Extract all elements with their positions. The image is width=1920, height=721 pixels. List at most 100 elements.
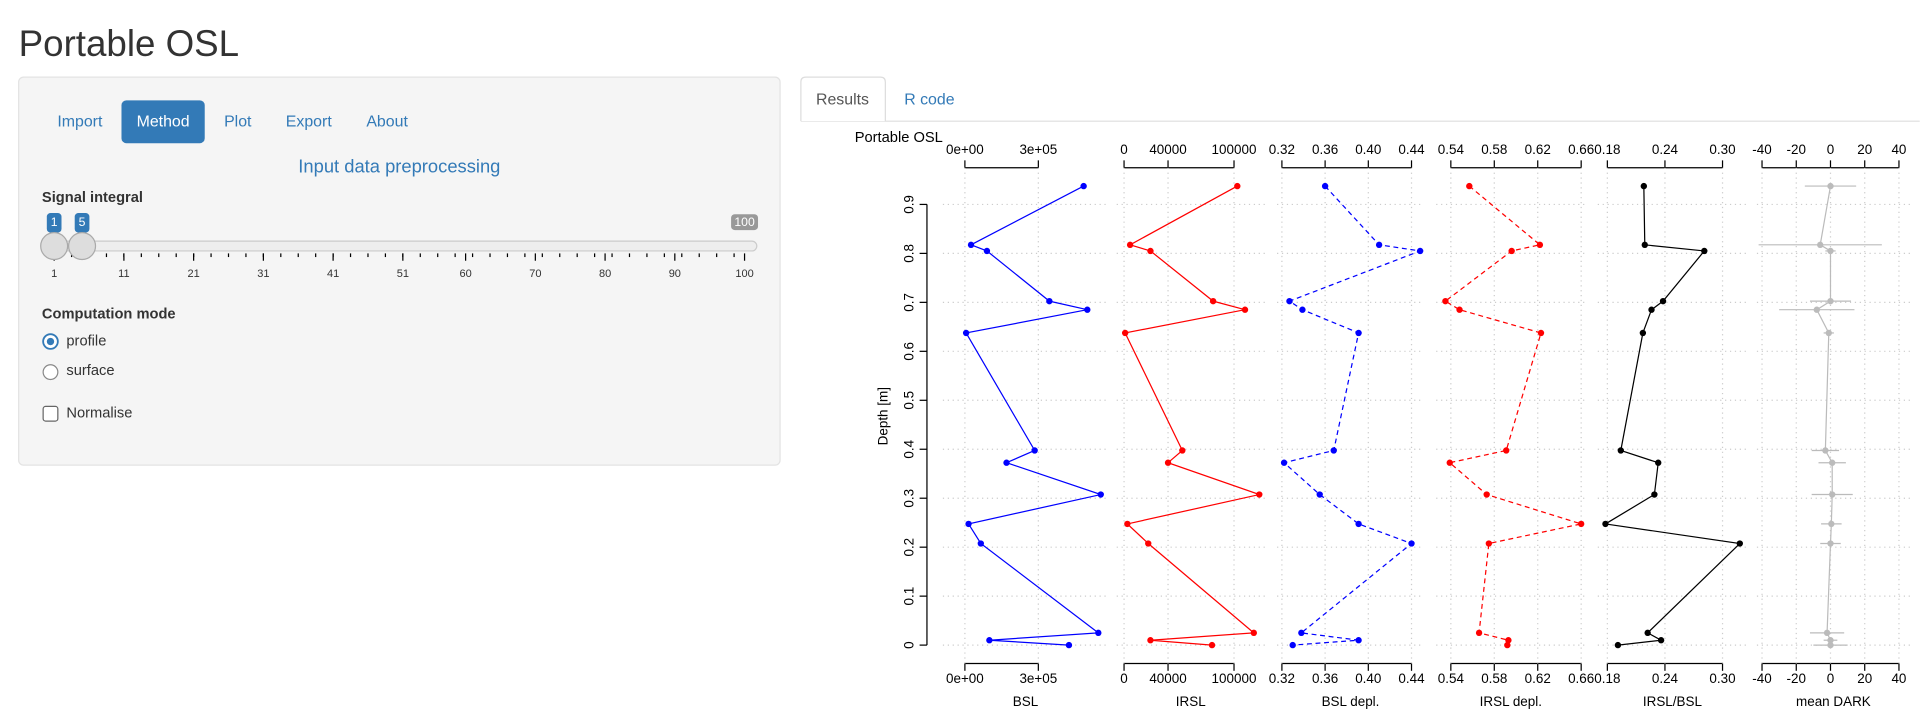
- data-point: [1659, 297, 1667, 305]
- tab[interactable]: Import: [57, 114, 103, 131]
- data-point: [1299, 306, 1306, 313]
- data-point: [1827, 540, 1834, 547]
- data-point: [1355, 637, 1362, 644]
- x-tick-label: 0.58: [1481, 671, 1507, 686]
- profile-line: [1603, 186, 1742, 646]
- slider-track[interactable]: [53, 240, 758, 252]
- slider-tick-label: 51: [397, 268, 409, 280]
- data-point: [1375, 241, 1383, 249]
- active-tab[interactable]: [800, 76, 886, 122]
- y-axis-label: Depth [m]: [876, 387, 891, 445]
- data-point: [1827, 182, 1834, 190]
- slider-handle[interactable]: [40, 231, 69, 261]
- x-tick-label: -20: [1787, 671, 1806, 686]
- x-tick-label: 100000: [1212, 142, 1257, 157]
- slider-tick-label: 11: [118, 268, 129, 280]
- data-point: [1208, 641, 1216, 649]
- slider-tick-label: 80: [599, 268, 611, 280]
- x-tick-label: -40: [1752, 671, 1771, 686]
- tab[interactable]: About: [366, 114, 408, 131]
- x-tick-label: 40: [1891, 142, 1906, 157]
- radio-label[interactable]: profile: [66, 333, 106, 349]
- data-point: [1577, 520, 1585, 528]
- data-point: [1485, 540, 1493, 547]
- radio-label[interactable]: surface: [66, 363, 114, 379]
- x-tick-label: 0.36: [1312, 142, 1338, 157]
- data-point: [1537, 329, 1545, 337]
- slider-tick-label: 21: [188, 268, 200, 280]
- data-point: [983, 247, 991, 255]
- data-point: [1505, 637, 1512, 644]
- profile-line: [1444, 185, 1584, 646]
- data-point: [1080, 182, 1087, 190]
- x-tick-label: 0.24: [1652, 142, 1679, 157]
- max-badge: [731, 214, 759, 231]
- data-point: [1617, 447, 1624, 454]
- radio-surface[interactable]: [42, 364, 59, 381]
- data-point: [1065, 641, 1073, 649]
- data-point: [1508, 247, 1515, 255]
- data-point: [1289, 641, 1296, 649]
- data-point: [1286, 297, 1293, 305]
- x-tick-label: 0: [1827, 671, 1834, 686]
- data-point: [1736, 540, 1743, 547]
- tab[interactable]: Export: [286, 114, 333, 131]
- y-tick-label: 0: [901, 641, 916, 648]
- tab[interactable]: Results: [816, 92, 869, 109]
- active-tab-bg: [121, 100, 205, 144]
- data-point: [1829, 491, 1836, 498]
- checkbox-label[interactable]: Normalise: [66, 406, 132, 422]
- data-point: [1442, 297, 1449, 305]
- data-point: [1466, 182, 1473, 190]
- app-title: Portable OSL: [19, 23, 239, 64]
- data-point: [1316, 491, 1323, 498]
- data-point: [965, 520, 972, 528]
- x-tick-label: 0.30: [1709, 671, 1735, 686]
- slider-tick-label: 1: [51, 268, 57, 280]
- data-point: [1456, 306, 1463, 313]
- data-point: [962, 329, 970, 337]
- data-point: [1095, 629, 1102, 637]
- y-tick-label: 0.9: [901, 195, 916, 214]
- checkbox[interactable]: [42, 405, 59, 422]
- slider-tick-label: 60: [459, 268, 471, 280]
- y-tick-label: 0.8: [901, 244, 916, 263]
- data-point: [1701, 247, 1708, 255]
- tab[interactable]: Plot: [224, 114, 252, 131]
- x-tick-label: 0e+00: [946, 142, 984, 157]
- data-point: [1536, 241, 1544, 249]
- data-point: [1651, 491, 1658, 498]
- slider-tick-label: 70: [529, 268, 541, 280]
- handle-badge: [74, 212, 90, 233]
- data-point: [1147, 247, 1154, 255]
- data-point: [1446, 459, 1453, 466]
- data-point: [1256, 491, 1263, 498]
- data-point: [1234, 182, 1241, 190]
- data-point: [1827, 641, 1834, 649]
- slider-handle[interactable]: [67, 231, 97, 261]
- data-point: [1641, 241, 1648, 249]
- handle-badge: [46, 212, 62, 233]
- tab[interactable]: R code: [904, 92, 955, 109]
- data-point: [1655, 459, 1662, 466]
- x-tick-label: 0.54: [1438, 142, 1465, 157]
- data-point: [1825, 329, 1832, 337]
- y-tick-label: 0.1: [901, 587, 916, 606]
- profile-line: [1282, 185, 1423, 646]
- x-tick-label: 20: [1857, 142, 1872, 157]
- data-point: [1408, 540, 1415, 547]
- tab[interactable]: Method: [137, 114, 190, 131]
- data-point: [1164, 459, 1172, 466]
- x-tick-label: 0.62: [1525, 671, 1551, 686]
- data-point: [1097, 491, 1104, 498]
- mode-label: Computation mode: [42, 306, 176, 322]
- chart-title: Portable OSL: [855, 130, 943, 146]
- max-badge-label: 100: [734, 215, 755, 229]
- x-tick-label: 0: [1120, 671, 1127, 686]
- x-tick-label: 40000: [1149, 142, 1186, 157]
- x-tick-label: 0.66: [1568, 142, 1594, 157]
- sidebar-panel: [18, 76, 781, 466]
- data-point: [1483, 491, 1490, 498]
